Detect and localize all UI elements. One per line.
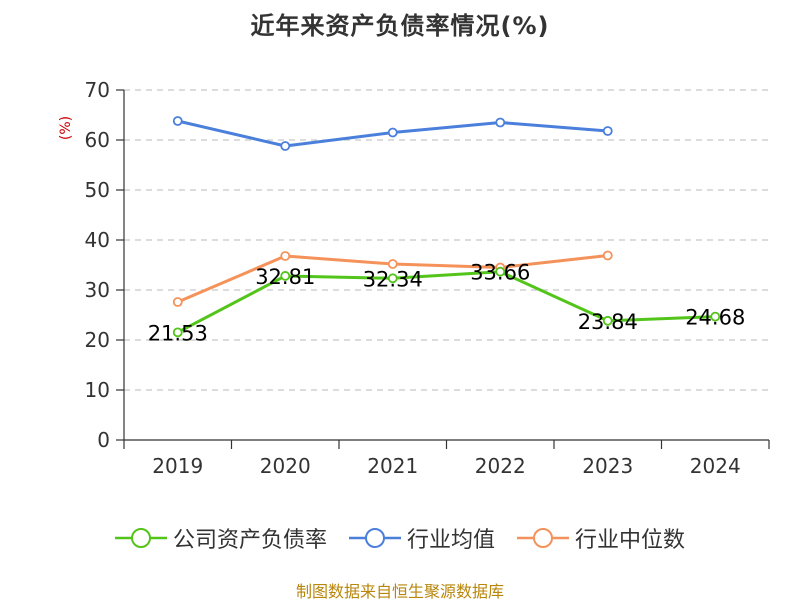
y-tick-label: 20 (85, 328, 110, 352)
data-point (387, 273, 398, 284)
data-point (495, 266, 506, 277)
legend-label: 公司资产负债率 (172, 528, 327, 553)
legend-marker (533, 528, 553, 548)
series-line (177, 270, 716, 334)
legend-swatch (114, 528, 167, 548)
legend-label: 行业均值 (406, 528, 495, 553)
data-point (387, 127, 398, 138)
data-point (280, 251, 291, 261)
data-point (172, 327, 183, 338)
y-tick-label: 40 (85, 228, 110, 252)
data-label: 24.68 (685, 306, 745, 330)
data-point (280, 141, 291, 151)
y-tick-label: 50 (85, 178, 110, 202)
legend: 公司资产负债率 行业均值 行业中位数 (0, 520, 800, 556)
x-tick-label: 2022 (475, 454, 526, 478)
data-point (602, 250, 613, 261)
legend-item[interactable]: 行业均值 (348, 522, 495, 554)
legend-marker (130, 528, 151, 548)
data-point (280, 271, 291, 281)
y-axis-unit-label: (%) (58, 116, 74, 140)
axis-layer: 0 10 20 30 40 50 60 70 2019 2020 2021 2022 2023 2024 (85, 78, 770, 478)
grid-layer (124, 89, 769, 391)
data-point (387, 259, 398, 269)
x-tick-label: 2024 (690, 454, 741, 478)
data-point (172, 297, 183, 307)
y-tick-label: 60 (85, 128, 110, 152)
y-tick-label: 0 (97, 428, 110, 452)
legend-swatch (517, 528, 569, 548)
y-tick-label: 70 (85, 78, 110, 102)
legend-item[interactable]: 公司资产负债率 (114, 522, 327, 554)
data-label-layer: 21.53 32.81 32.34 33.66 23.84 24.68 (148, 261, 746, 346)
y-tick-label: 10 (85, 378, 110, 402)
source-note: 制图数据来自恒生聚源数据库 (295, 582, 504, 601)
data-label: 32.81 (255, 265, 315, 289)
data-label: 21.53 (148, 321, 208, 345)
legend-label: 行业中位数 (575, 528, 686, 553)
series-layer (172, 116, 721, 338)
legend-item[interactable]: 行业中位数 (517, 522, 685, 554)
data-point (495, 117, 506, 128)
data-label: 33.66 (470, 261, 530, 285)
x-tick-label: 2019 (152, 454, 203, 478)
legend-swatch (348, 528, 401, 548)
x-tick-label: 2023 (582, 454, 633, 478)
data-point (172, 116, 183, 126)
data-point (602, 315, 613, 326)
x-tick-label: 2021 (367, 454, 418, 478)
y-tick-label: 30 (85, 278, 110, 302)
data-point (602, 126, 613, 136)
x-tick-label: 2020 (260, 454, 311, 478)
data-label: 32.34 (363, 267, 423, 291)
data-label: 23.84 (578, 310, 638, 334)
legend-marker (364, 528, 385, 548)
chart-title: 近年来资产负债率情况(%) (250, 12, 550, 40)
data-point (710, 311, 721, 322)
